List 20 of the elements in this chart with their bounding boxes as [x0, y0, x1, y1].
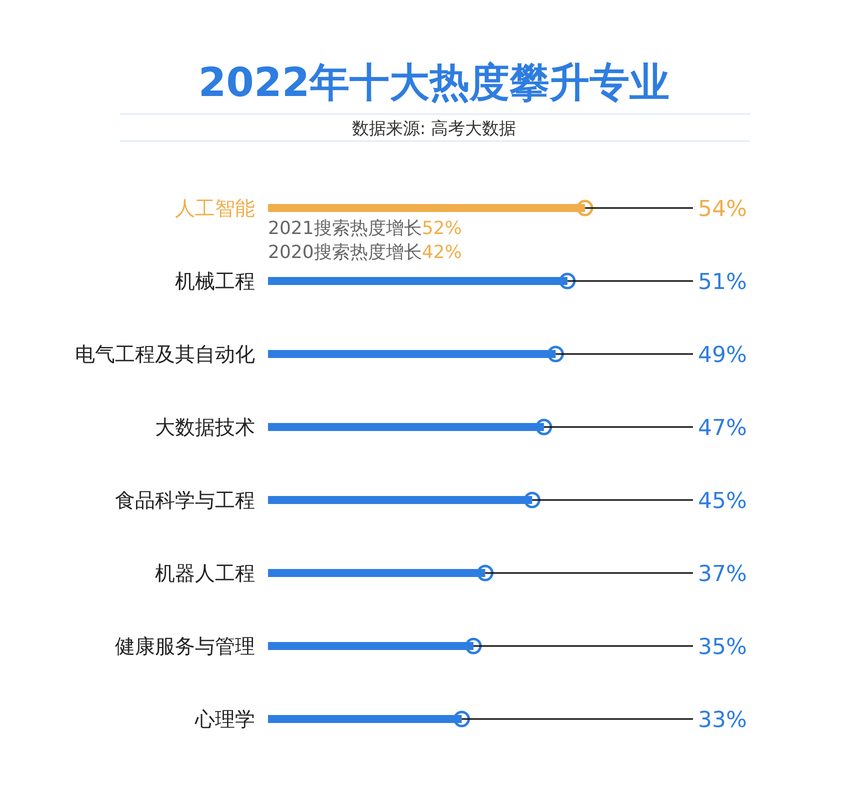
y-tick-label: 机械工程 — [175, 269, 255, 293]
data-label: 33% — [698, 708, 747, 733]
data-label: 49% — [698, 343, 747, 368]
data-label: 37% — [698, 562, 747, 587]
data-label: 45% — [698, 489, 747, 514]
chart-subtitle: 数据来源: 高考大数据 — [352, 119, 516, 139]
y-tick-label: 电气工程及其自动化 — [75, 342, 255, 366]
data-label: 47% — [698, 416, 747, 441]
chart-title: 2022年十大热度攀升专业 — [198, 60, 670, 106]
data-label: 54% — [698, 197, 747, 222]
y-tick-label: 人工智能 — [175, 196, 255, 220]
y-tick-label: 食品科学与工程 — [115, 488, 255, 512]
y-tick-label: 健康服务与管理 — [115, 634, 255, 658]
y-tick-label: 大数据技术 — [155, 415, 255, 439]
data-label: 35% — [698, 635, 747, 660]
data-label: 51% — [698, 270, 747, 295]
annotation: 2021搜索热度增长52% — [268, 218, 462, 239]
y-tick-label: 机器人工程 — [155, 561, 255, 585]
y-tick-label: 心理学 — [194, 707, 255, 731]
annotation: 2020搜索热度增长42% — [268, 242, 462, 263]
